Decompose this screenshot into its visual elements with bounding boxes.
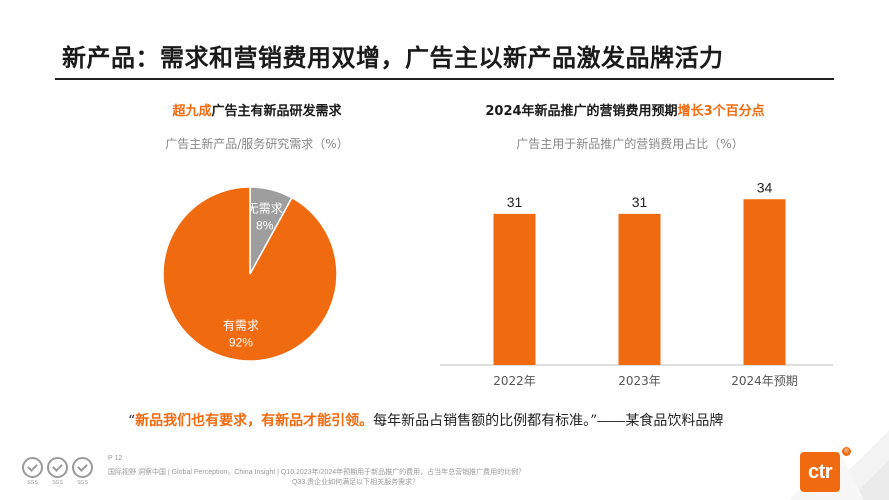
bar-subtitle: 广告主用于新品推广的营销费用占比（%） [516, 137, 744, 151]
registered-mark-icon: ® [842, 447, 851, 456]
footnote: 国际视野 洞察中国 | Global Perception，China Insi… [108, 468, 525, 488]
pie-slice-value: 92% [229, 335, 253, 349]
pie-chart-svg: 无需求 8% 有需求 92% [162, 186, 338, 362]
bar-title-highlight: 增长3个百分点 [677, 104, 765, 119]
bar-panel-title: 2024年新品推广的营销费用预期增长3个百分点 [460, 100, 790, 119]
pie-subtitle: 广告主新产品/服务研究需求（%） [165, 137, 349, 151]
bar-value-label: 34 [757, 179, 773, 195]
pie-chart: 无需求 8% 有需求 92% [162, 182, 338, 366]
certification-badges [22, 457, 93, 478]
customer-quote: “新品我们也有要求，有新品才能引领。每年新品占销售额的比例都有标准。”——某食品… [128, 410, 723, 430]
bar-title-main: 2024年新品推广的营销费用预期 [485, 104, 678, 119]
badge-caption: SGS [77, 480, 88, 486]
x-tick-label: 2022年 [493, 374, 536, 388]
pie-title-highlight: 超九成 [172, 104, 212, 119]
bar-chart-svg: 31 2022年 31 2023年 34 2024年预期 [440, 179, 833, 388]
quote-source: ——某食品饮料品牌 [597, 412, 724, 428]
page-number: P 12 [108, 455, 123, 462]
certification-captions: SGS SGS SGS [22, 480, 93, 486]
bar-3 [743, 199, 786, 365]
badge-caption: SGS [52, 480, 63, 486]
bar-chart: 31 2022年 31 2023年 34 2024年预期 [440, 160, 840, 400]
bar-value-label: 31 [632, 194, 648, 210]
page-title: 新产品：需求和营销费用双增，广告主以新产品激发品牌活力 [62, 44, 724, 72]
pie-slice-has-demand [162, 186, 338, 362]
certification-badge-icon [22, 457, 43, 478]
footnote-line-1: 国际视野 洞察中国 | Global Perception，China Insi… [108, 469, 526, 476]
badge-caption: SGS [27, 480, 38, 486]
quote-open-mark: “ [128, 413, 136, 429]
quote-rest: 每年新品占销售额的比例都有标准。 [373, 413, 591, 429]
pie-slice-label: 无需求 [247, 202, 283, 216]
bar-2 [618, 213, 661, 365]
quote-highlight: 新品我们也有要求，有新品才能引领。 [135, 413, 374, 429]
x-tick-label: 2024年预期 [731, 374, 798, 388]
pie-slice-label: 有需求 [223, 318, 259, 332]
x-tick-label: 2023年 [618, 374, 661, 388]
pie-panel-title: 超九成广告主有新品研发需求 [147, 100, 367, 119]
title-divider [55, 78, 834, 80]
bar-1 [493, 213, 536, 365]
pie-title-rest: 广告主有新品研发需求 [211, 104, 342, 119]
pie-slice-value: 8% [256, 219, 274, 233]
ctr-logo: ctr [800, 452, 840, 492]
certification-badge-icon [72, 457, 93, 478]
quote-close-mark: ” [590, 413, 598, 429]
footnote-line-2: Q33.贵企业如何满足以下相关服务需求？ [292, 479, 420, 486]
certification-badge-icon [47, 457, 68, 478]
bar-value-label: 31 [507, 194, 523, 210]
